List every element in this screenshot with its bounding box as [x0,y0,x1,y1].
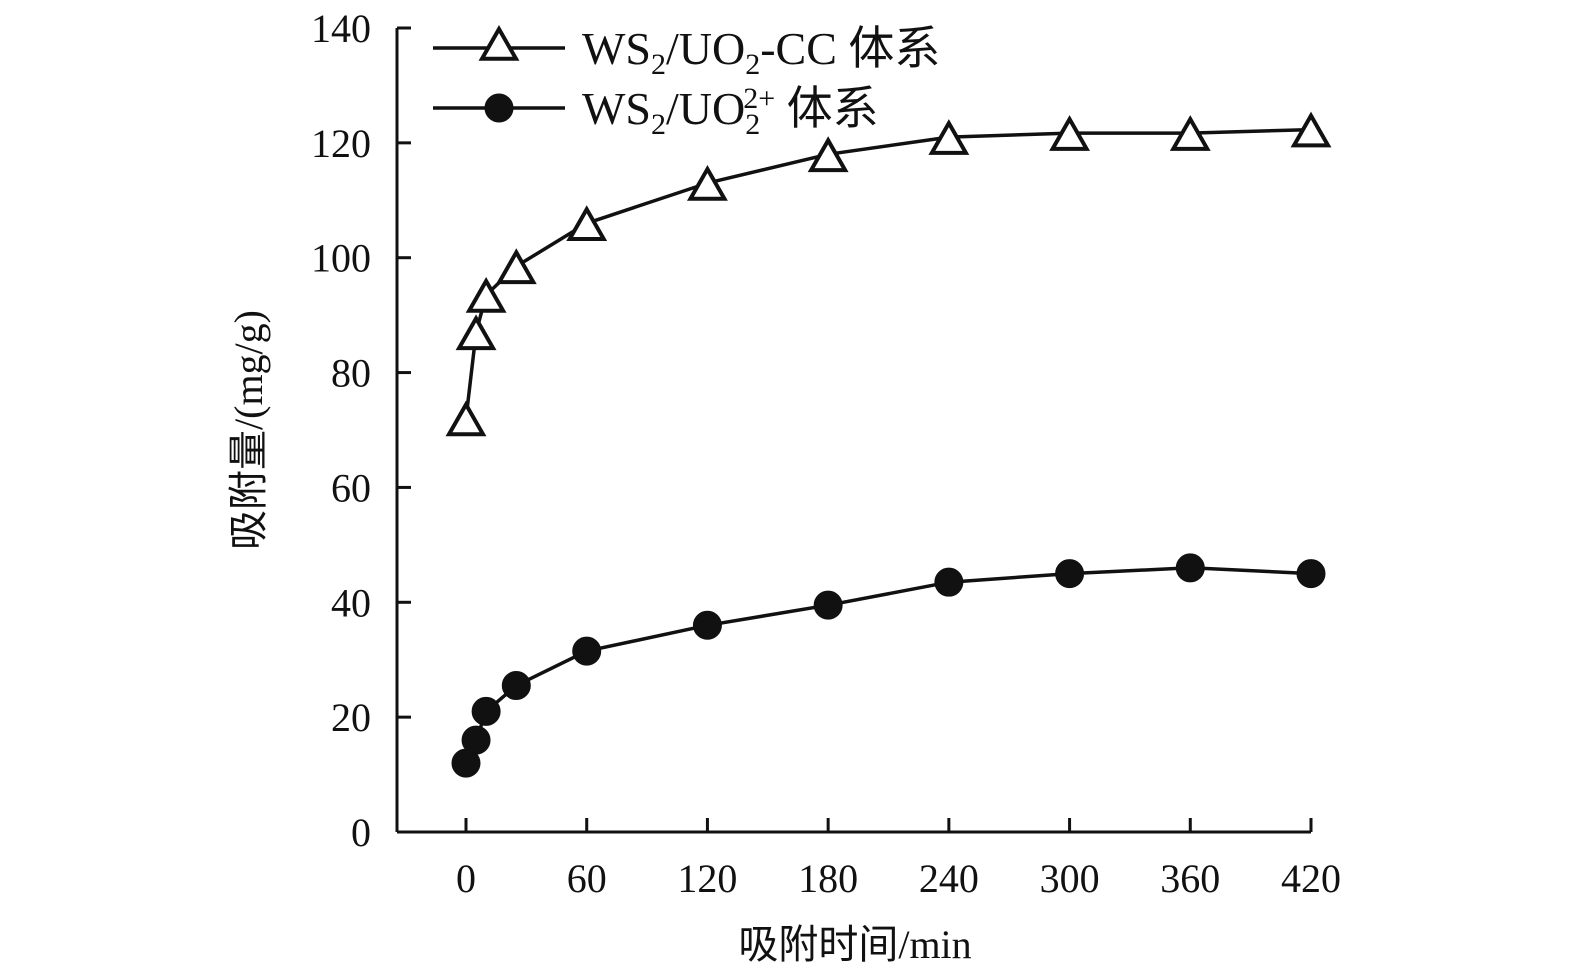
series-2-point [1055,559,1085,589]
series-1-point [1049,115,1091,151]
x-tick-label: 360 [1160,856,1220,901]
x-tick-label: 120 [677,856,737,901]
series-line-1 [464,127,1312,419]
series-2-point [1175,553,1205,583]
y-tick-label: 20 [331,695,371,740]
y-tick-label: 40 [331,580,371,625]
series-1-point [807,136,849,173]
y-tick-label: 120 [311,121,371,166]
series-2-point [813,590,843,620]
axes: 0 20 40 60 80 100 120 140 0 60 120 180 240 300 360 420 [311,6,1341,901]
x-axis-label: 吸附时间/min [738,922,971,967]
x-tick-label: 240 [919,856,979,901]
series-2-point [572,636,602,666]
series-line-2 [464,566,1312,764]
x-tick-label: 420 [1281,856,1341,901]
x-tick-label: 180 [798,856,858,901]
y-tick-label: 140 [311,6,371,51]
series-1-point [686,165,728,201]
y-tick-label: 80 [331,351,371,396]
series-2-point [934,567,964,597]
y-tick-label: 60 [331,465,371,510]
x-tick-label: 60 [567,856,607,901]
series-1-point [445,400,487,437]
legend-circle-icon [484,93,514,123]
series-2-point [692,610,722,640]
series-2-point [1296,559,1326,589]
y-tick-label: 100 [311,236,371,281]
y-axis-label: 吸附量/(mg/g) [226,310,271,550]
legend-label: WS2/UO22+ 体系 [582,82,879,141]
y-tick-label: 0 [351,810,371,855]
legend-triangle-icon [478,24,520,61]
series-1-point [566,205,608,242]
series-2-point [471,696,501,726]
x-tick-label: 300 [1040,856,1100,901]
series-1-point [928,119,970,155]
series-1-point [465,277,507,313]
series-2-point [461,725,491,755]
legend-label: WS2/UO2-CC 体系 [582,23,940,81]
series-1-point [495,248,537,285]
series-1-point [455,314,497,351]
series-1-point [1290,111,1332,148]
x-tick-label: 0 [456,856,476,901]
series-markers [445,111,1332,778]
series-2-point [501,671,531,701]
series-1-point [1169,115,1211,151]
